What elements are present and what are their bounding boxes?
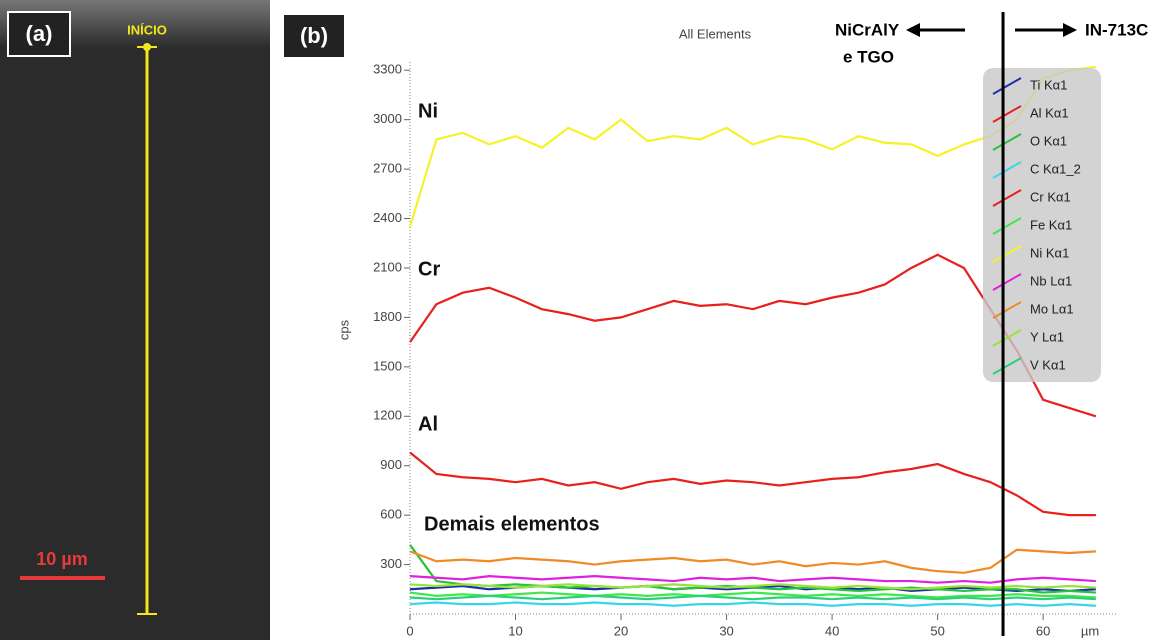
legend-label: Ni Kα1 — [1030, 245, 1069, 260]
y-tick-label: 900 — [380, 457, 402, 472]
legend-label: Ti Kα1 — [1030, 77, 1067, 92]
legend-label: O Kα1 — [1030, 133, 1067, 148]
al-label: Al — [418, 413, 438, 435]
y-tick-label: 3300 — [373, 62, 402, 77]
x-tick-label: 10 — [508, 623, 522, 638]
others-label: Demais elementos — [424, 513, 600, 535]
panel-a-label: (a) — [26, 21, 53, 46]
x-tick-label: 50 — [930, 623, 944, 638]
x-axis-label: µm — [1081, 623, 1099, 638]
y-tick-label: 1800 — [373, 309, 402, 324]
series-line — [410, 453, 1096, 516]
y-tick-label: 3000 — [373, 111, 402, 126]
sem-image — [0, 0, 270, 640]
panel-b-label: (b) — [300, 23, 328, 48]
legend-label: Mo Lα1 — [1030, 301, 1074, 316]
chart-title: All Elements — [679, 26, 752, 41]
legend-label: Nb Lα1 — [1030, 273, 1072, 288]
arrow-left-head — [906, 23, 920, 37]
series-line — [410, 576, 1096, 583]
series-line — [410, 602, 1096, 605]
x-tick-label: 40 — [825, 623, 839, 638]
x-tick-label: 60 — [1036, 623, 1050, 638]
zone-right: IN-713C — [1085, 20, 1148, 39]
y-tick-label: 2700 — [373, 161, 402, 176]
y-tick-label: 1200 — [373, 408, 402, 423]
y-tick-label: 1500 — [373, 358, 402, 373]
y-tick-label: 2100 — [373, 259, 402, 274]
x-tick-label: 20 — [614, 623, 628, 638]
y-tick-label: 2400 — [373, 210, 402, 225]
legend-label: C Kα1_2 — [1030, 161, 1081, 176]
start-label: INÍCIO — [127, 22, 167, 37]
scale-label: 10 µm — [36, 549, 87, 569]
x-tick-label: 30 — [719, 623, 733, 638]
y-axis-label: cps — [336, 319, 351, 340]
legend-label: Al Kα1 — [1030, 105, 1069, 120]
legend-label: Y Lα1 — [1030, 329, 1064, 344]
ni-label: Ni — [418, 100, 438, 122]
series-line — [410, 550, 1096, 573]
legend-label: Cr Kα1 — [1030, 189, 1071, 204]
y-tick-label: 600 — [380, 507, 402, 522]
zone-left-2: e TGO — [843, 47, 894, 66]
zone-left: NiCrAlY — [835, 20, 900, 39]
x-tick-label: 0 — [406, 623, 413, 638]
y-tick-label: 300 — [380, 556, 402, 571]
legend-label: Fe Kα1 — [1030, 217, 1072, 232]
legend-label: V Kα1 — [1030, 357, 1066, 372]
scan-dot — [143, 43, 151, 51]
figure: (a) INÍCIO 10 µm (b) All Elements cps µm… — [0, 0, 1173, 640]
arrow-right-head — [1063, 23, 1077, 37]
cr-label: Cr — [418, 258, 440, 280]
